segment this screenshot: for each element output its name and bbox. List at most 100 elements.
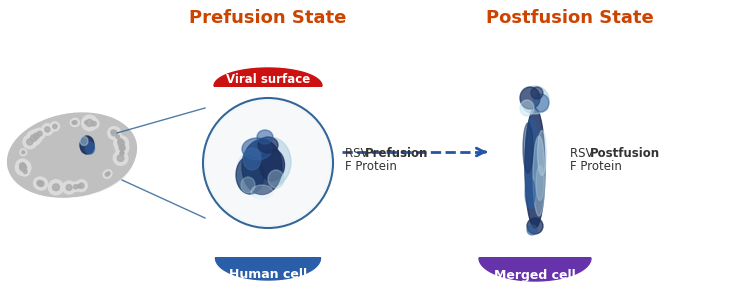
Circle shape xyxy=(34,177,47,190)
Circle shape xyxy=(120,151,124,155)
Circle shape xyxy=(37,180,42,186)
Circle shape xyxy=(31,135,37,141)
Circle shape xyxy=(77,184,81,188)
Ellipse shape xyxy=(243,148,261,170)
Circle shape xyxy=(71,118,80,127)
Circle shape xyxy=(34,177,46,189)
Circle shape xyxy=(66,184,72,190)
Circle shape xyxy=(79,183,84,188)
Ellipse shape xyxy=(251,185,273,199)
Circle shape xyxy=(20,163,26,169)
Ellipse shape xyxy=(523,123,533,173)
Circle shape xyxy=(118,142,126,150)
Circle shape xyxy=(38,131,42,136)
Text: Prefusion: Prefusion xyxy=(365,147,428,160)
Ellipse shape xyxy=(525,108,545,228)
Circle shape xyxy=(205,100,331,226)
Circle shape xyxy=(121,151,124,154)
Circle shape xyxy=(70,119,76,126)
Circle shape xyxy=(34,128,45,139)
Circle shape xyxy=(53,184,59,191)
Circle shape xyxy=(20,149,27,156)
Circle shape xyxy=(70,182,80,192)
Text: F Protein: F Protein xyxy=(570,160,622,173)
Circle shape xyxy=(85,121,88,124)
Circle shape xyxy=(115,136,125,146)
Circle shape xyxy=(42,124,53,135)
Ellipse shape xyxy=(268,170,284,188)
Circle shape xyxy=(48,180,64,195)
Circle shape xyxy=(120,146,124,150)
Circle shape xyxy=(27,139,33,145)
Ellipse shape xyxy=(241,177,255,193)
Circle shape xyxy=(116,135,119,139)
Circle shape xyxy=(120,144,124,148)
Circle shape xyxy=(38,181,44,187)
Ellipse shape xyxy=(520,87,540,109)
Ellipse shape xyxy=(80,136,94,154)
Circle shape xyxy=(62,181,76,194)
Text: F Protein: F Protein xyxy=(345,160,397,173)
Polygon shape xyxy=(214,68,322,86)
Circle shape xyxy=(108,127,121,140)
Text: Viral surface: Viral surface xyxy=(226,73,310,86)
Circle shape xyxy=(114,136,128,151)
Circle shape xyxy=(109,128,117,136)
Ellipse shape xyxy=(8,113,136,197)
Ellipse shape xyxy=(249,137,291,187)
Circle shape xyxy=(50,122,59,131)
Ellipse shape xyxy=(18,122,135,197)
Text: RSV: RSV xyxy=(345,147,372,160)
Circle shape xyxy=(53,124,57,128)
Circle shape xyxy=(22,151,25,154)
Ellipse shape xyxy=(258,137,278,153)
Circle shape xyxy=(119,145,125,151)
Text: Postfusion: Postfusion xyxy=(590,147,660,160)
Circle shape xyxy=(107,172,110,175)
Circle shape xyxy=(113,133,122,141)
Circle shape xyxy=(111,130,117,136)
Circle shape xyxy=(113,151,128,165)
Circle shape xyxy=(23,135,37,149)
Circle shape xyxy=(72,121,75,124)
Circle shape xyxy=(89,118,99,129)
Text: Merged cell: Merged cell xyxy=(494,269,576,282)
Circle shape xyxy=(82,119,89,126)
Ellipse shape xyxy=(533,94,549,112)
Ellipse shape xyxy=(533,136,545,216)
Circle shape xyxy=(118,139,122,143)
Circle shape xyxy=(86,119,93,126)
Text: Postfusion State: Postfusion State xyxy=(486,9,654,27)
Ellipse shape xyxy=(527,218,543,234)
Circle shape xyxy=(74,121,77,124)
Circle shape xyxy=(30,130,43,143)
Ellipse shape xyxy=(257,130,273,144)
Text: Human cell: Human cell xyxy=(229,268,307,281)
Circle shape xyxy=(118,140,124,147)
Circle shape xyxy=(74,185,78,189)
Ellipse shape xyxy=(520,100,534,116)
Circle shape xyxy=(26,131,41,146)
Circle shape xyxy=(21,167,29,176)
Circle shape xyxy=(16,159,29,172)
Circle shape xyxy=(118,149,127,158)
Text: RSV: RSV xyxy=(570,147,597,160)
Ellipse shape xyxy=(14,119,136,197)
Circle shape xyxy=(23,170,27,174)
Circle shape xyxy=(105,170,112,177)
Ellipse shape xyxy=(86,142,94,154)
Ellipse shape xyxy=(80,136,88,146)
Circle shape xyxy=(82,115,98,131)
Circle shape xyxy=(75,182,82,190)
Ellipse shape xyxy=(260,149,284,181)
Circle shape xyxy=(105,173,109,176)
Circle shape xyxy=(45,127,50,132)
Ellipse shape xyxy=(11,116,136,197)
Circle shape xyxy=(92,122,96,126)
Ellipse shape xyxy=(525,178,535,208)
Ellipse shape xyxy=(22,125,134,197)
Ellipse shape xyxy=(236,149,272,194)
Ellipse shape xyxy=(525,118,539,208)
Ellipse shape xyxy=(521,86,549,114)
Ellipse shape xyxy=(242,140,282,194)
